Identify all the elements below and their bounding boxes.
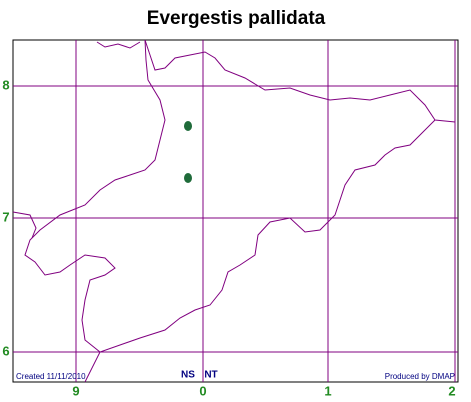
record-dot <box>184 121 192 131</box>
record-dots <box>184 121 192 183</box>
x-grid-label: 0 <box>199 383 206 398</box>
square-label: NS <box>181 370 195 381</box>
record-dot <box>184 173 192 183</box>
y-grid-label: 8 <box>2 77 9 92</box>
x-grid-label: 2 <box>448 383 455 398</box>
square-label: NT <box>204 370 217 381</box>
map-frame <box>12 39 459 383</box>
grid-lines <box>13 40 458 382</box>
x-grid-label: 1 <box>324 383 331 398</box>
created-note: Created 11/11/2010 <box>16 372 86 381</box>
coastline <box>12 39 456 383</box>
map-title: Evergestis pallidata <box>147 8 326 29</box>
y-grid-label: 7 <box>2 209 9 224</box>
y-grid-label: 6 <box>2 343 9 358</box>
x-grid-label: 9 <box>72 383 79 398</box>
producer-note: Produced by DMAP <box>385 372 455 381</box>
